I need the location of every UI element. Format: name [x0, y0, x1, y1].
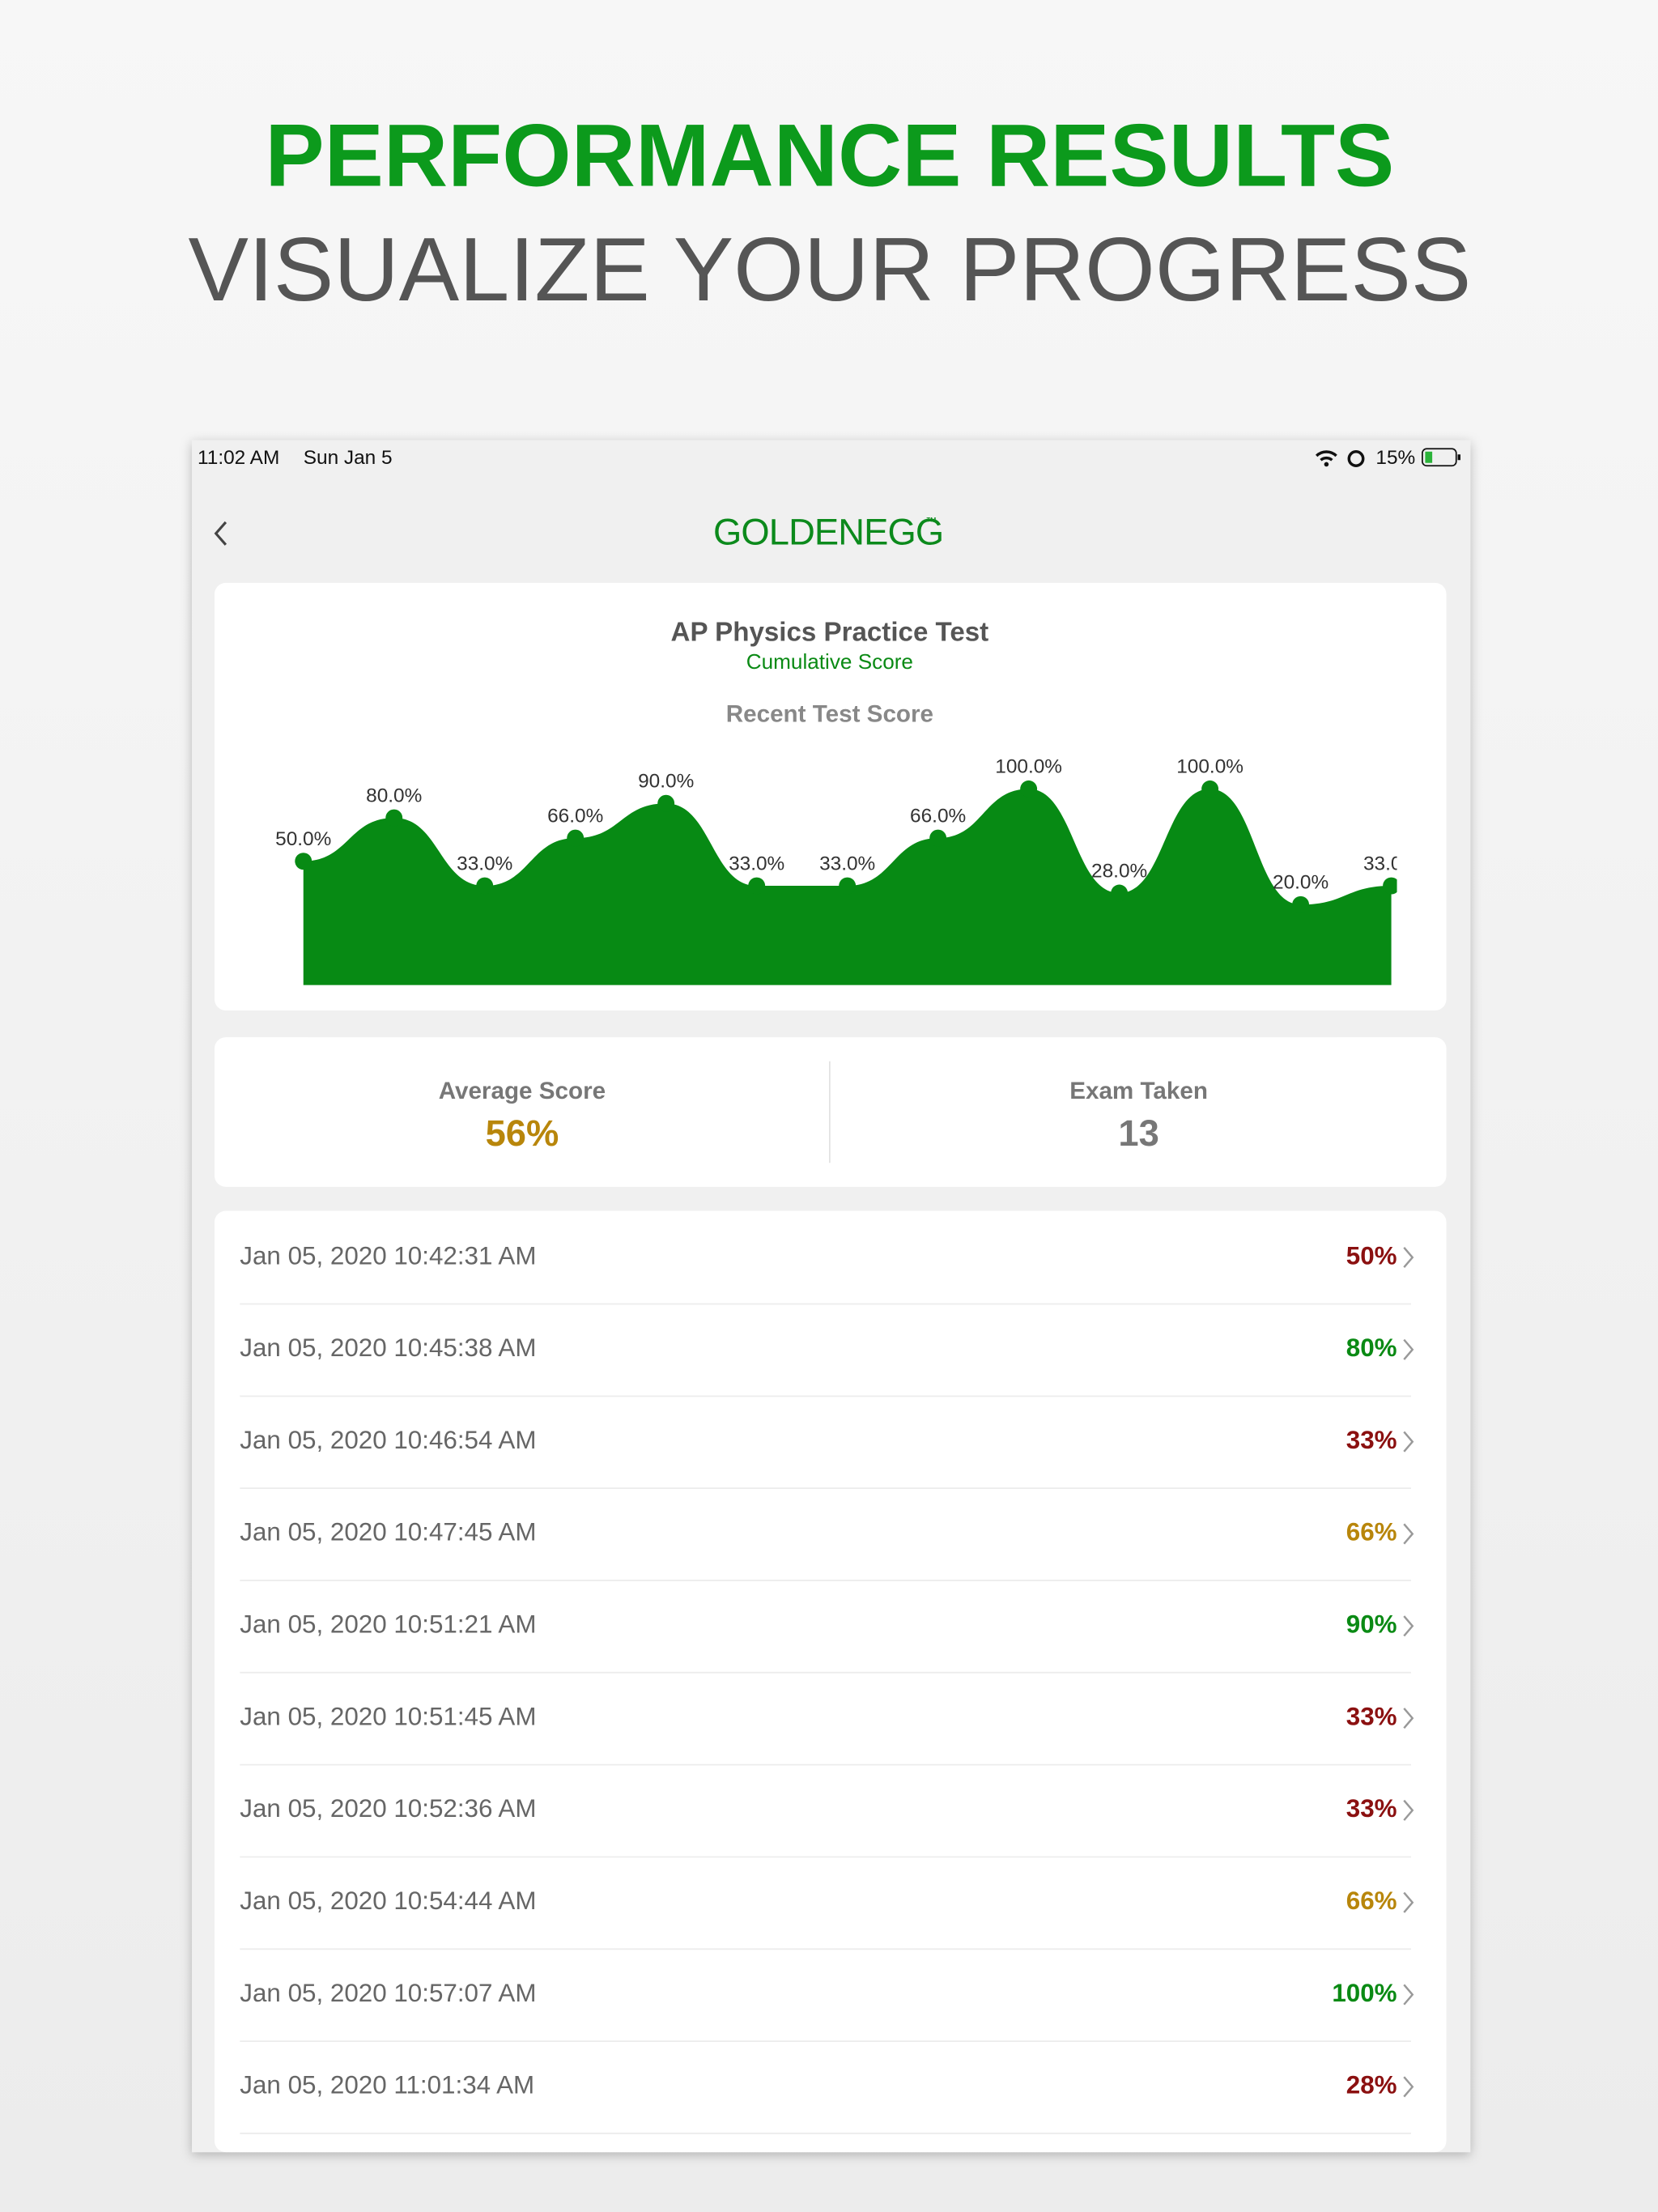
status-icons: [1315, 448, 1460, 467]
headline: PERFORMANCE RESULTS: [265, 106, 1394, 205]
value-label: 33.0%: [457, 853, 512, 874]
attempt-score: 33%: [1346, 1702, 1397, 1730]
data-point: [1201, 780, 1219, 798]
data-point: [295, 853, 312, 870]
battery-percent: 15%: [1375, 447, 1415, 469]
chevron: [1403, 1891, 1414, 1913]
attempt-row[interactable]: Jan 05, 2020 10:46:54 AM 33%: [215, 1397, 1447, 1490]
data-point: [385, 809, 403, 827]
value-label: 28.0%: [1091, 860, 1147, 882]
chart-subtitle: Cumulative Score: [746, 649, 913, 674]
chevron: [1403, 1247, 1414, 1269]
chevron: [1403, 1431, 1414, 1453]
exams-value: 13: [1118, 1112, 1158, 1154]
exams-label: Exam Taken: [1069, 1078, 1208, 1104]
chevron: [1403, 1984, 1414, 2006]
back-button[interactable]: [214, 521, 227, 546]
attempt-score: 28%: [1346, 2071, 1397, 2099]
plot: 50.0% 80.0% 33.0% 66.0% 90.0% 33.0% 33.0% 66.0%…: [275, 756, 1419, 985]
attempt-row[interactable]: Jan 05, 2020 10:47:45 AM 66%: [215, 1489, 1447, 1581]
data-point: [839, 877, 857, 895]
logo-trademark: ™: [925, 515, 937, 528]
attempt-row[interactable]: Jan 05, 2020 10:51:45 AM 33%: [215, 1673, 1447, 1766]
status-time: 11:02 AM: [198, 447, 279, 469]
chevron: [1403, 1338, 1414, 1360]
attempt-date: Jan 05, 2020 10:45:38 AM: [240, 1334, 536, 1362]
attempt-row[interactable]: Jan 05, 2020 10:45:38 AM 80%: [215, 1304, 1447, 1397]
value-label: 33.0%: [819, 853, 875, 874]
attempt-date: Jan 05, 2020 11:01:34 AM: [240, 2071, 534, 2099]
value-label: 66.0%: [547, 805, 603, 827]
value-label: 80.0%: [366, 785, 422, 806]
attempt-date: Jan 05, 2020 10:51:21 AM: [240, 1610, 536, 1639]
logo: GOLDENEGG: [713, 512, 943, 553]
chevron: [1403, 1615, 1414, 1637]
chevron: [1403, 1523, 1414, 1545]
chevron: [1403, 1799, 1414, 1821]
data-point: [748, 877, 766, 895]
data-point: [476, 877, 494, 895]
attempt-score: 90%: [1346, 1610, 1397, 1639]
chevron: [1403, 2076, 1414, 2098]
chart-label: Recent Test Score: [726, 701, 933, 728]
attempt-row[interactable]: Jan 05, 2020 10:54:44 AM 66%: [215, 1857, 1447, 1950]
average-label: Average Score: [439, 1078, 606, 1104]
attempt-date: Jan 05, 2020 10:42:31 AM: [240, 1241, 536, 1270]
status-date: Sun Jan 5: [304, 447, 393, 469]
attempt-row[interactable]: Jan 05, 2020 10:42:31 AM 50%: [215, 1212, 1447, 1305]
attempt-score: 80%: [1346, 1334, 1397, 1362]
value-label: 100.0%: [1176, 756, 1244, 778]
attempt-date: Jan 05, 2020 10:54:44 AM: [240, 1887, 536, 1915]
attempts-card: [214, 1210, 1447, 2153]
attempt-score: 50%: [1346, 1241, 1397, 1270]
attempt-row[interactable]: Jan 05, 2020 10:57:07 AM 100%: [215, 1950, 1447, 2042]
value-label: 33.0%: [729, 853, 784, 874]
attempt-row[interactable]: Jan 05, 2020 10:51:21 AM 90%: [215, 1581, 1447, 1674]
data-point: [1292, 895, 1310, 913]
attempt-row[interactable]: Jan 05, 2020 11:01:34 AM 28%: [215, 2042, 1447, 2134]
attempt-score: 100%: [1332, 1979, 1397, 2007]
chevron: [1403, 1708, 1414, 1729]
attempt-date: Jan 05, 2020 10:57:07 AM: [240, 1979, 536, 2007]
data-point: [1020, 780, 1038, 798]
subheadline: VISUALIZE YOUR PROGRESS: [188, 219, 1471, 320]
attempt-date: Jan 05, 2020 10:52:36 AM: [240, 1794, 536, 1823]
data-point: [657, 794, 675, 812]
attempts-list: Jan 05, 2020 10:42:31 AM 50%Jan 05, 2020 …: [215, 1212, 1447, 2134]
attempt-score: 33%: [1346, 1794, 1397, 1823]
value-label: 100.0%: [995, 756, 1062, 778]
stats-card: [214, 1037, 1447, 1187]
value-label: 90.0%: [638, 771, 694, 793]
data-point: [1383, 877, 1397, 895]
value-label: 50.0%: [275, 828, 331, 850]
chart-title: AP Physics Practice Test: [671, 617, 989, 647]
data-point: [929, 829, 947, 847]
value-label: 66.0%: [910, 805, 966, 827]
value-label: 33.0%: [1363, 853, 1419, 874]
average-value: 56%: [486, 1112, 559, 1154]
data-point: [567, 829, 585, 847]
value-label: 20.0%: [1273, 872, 1329, 894]
attempt-score: 66%: [1346, 1887, 1397, 1915]
attempt-date: Jan 05, 2020 10:47:45 AM: [240, 1518, 536, 1546]
attempt-row[interactable]: Jan 05, 2020 10:52:36 AM 33%: [215, 1765, 1447, 1858]
attempt-score: 66%: [1346, 1518, 1397, 1546]
attempt-date: Jan 05, 2020 10:46:54 AM: [240, 1426, 536, 1454]
attempt-score: 33%: [1346, 1426, 1397, 1454]
attempt-date: Jan 05, 2020 10:51:45 AM: [240, 1702, 536, 1730]
data-point: [1111, 884, 1129, 902]
